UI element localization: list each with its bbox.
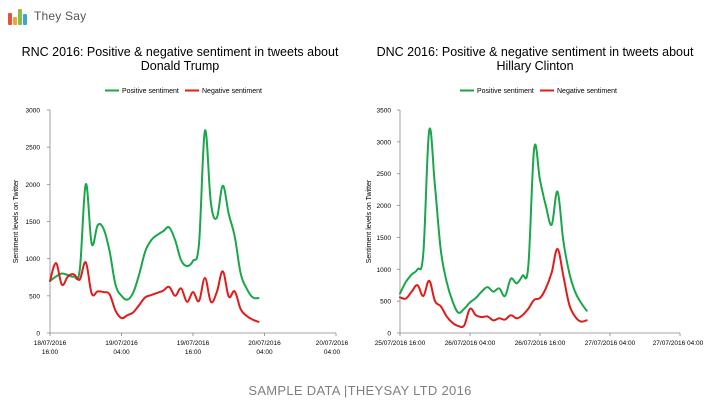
brand-logo: They Say (8, 6, 86, 26)
y-tick-label: 1500 (26, 219, 41, 226)
y-tick-label: 0 (36, 331, 40, 338)
legend-label-positive: Positive sentiment (122, 88, 179, 95)
x-tick-label: 04:00 (113, 349, 130, 356)
chart-title: Hillary Clinton (496, 59, 573, 73)
chart-title: Donald Trump (141, 59, 220, 73)
y-tick-label: 2000 (26, 182, 41, 189)
y-tick-label: 500 (380, 299, 391, 306)
y-tick-label: 2500 (26, 145, 41, 152)
x-tick-label: 16:00 (185, 349, 202, 356)
y-axis-label: Sentiment levels on Twitter (366, 179, 373, 263)
legend-label-negative: Negative sentiment (202, 88, 262, 95)
series-line-positive (49, 129, 260, 301)
x-tick-label: 18/07/2016 (34, 340, 67, 347)
y-tick-label: 3500 (377, 108, 392, 115)
x-tick-label: 27/07/2016 04:00 (653, 340, 704, 347)
y-tick-label: 3000 (26, 108, 41, 115)
chart-title: RNC 2016: Positive & negative sentiment … (22, 45, 339, 59)
y-tick-label: 1000 (26, 256, 41, 263)
chart-title: DNC 2016: Positive & negative sentiment … (377, 45, 694, 59)
y-axis-label: Sentiment levels on Twitter (13, 179, 20, 263)
y-tick-label: 2000 (377, 203, 392, 210)
x-tick-label: 19/07/2016 (105, 340, 138, 347)
x-tick-label: 26/07/2016 16:00 (515, 340, 566, 347)
y-tick-label: 1500 (377, 235, 392, 242)
y-tick-label: 0 (387, 331, 391, 338)
brand-name: They Say (34, 9, 87, 23)
y-tick-label: 3000 (377, 139, 392, 146)
x-tick-label: 26/07/2016 04:00 (445, 340, 496, 347)
footer-text: SAMPLE DATA |THEYSAY LTD 2016 (248, 383, 472, 398)
legend-label-positive: Positive sentiment (477, 88, 534, 95)
x-tick-label: 27/07/2016 04:00 (585, 340, 636, 347)
x-tick-label: 20/07/2016 (248, 340, 281, 347)
x-tick-label: 04:00 (324, 349, 341, 356)
series-line-negative (399, 247, 588, 329)
series-line-negative (49, 261, 260, 323)
x-tick-label: 20/07/2016 (316, 340, 349, 347)
chart-rnc: RNC 2016: Positive & negative sentiment … (13, 45, 349, 356)
x-tick-label: 25/07/2016 16:00 (375, 340, 426, 347)
chart-dnc: DNC 2016: Positive & negative sentiment … (366, 45, 704, 347)
y-tick-label: 500 (29, 293, 40, 300)
x-tick-label: 04:00 (256, 349, 273, 356)
logo-icon (8, 7, 30, 25)
x-tick-label: 16:00 (42, 349, 59, 356)
y-tick-label: 1000 (377, 267, 392, 274)
series-line-positive (399, 127, 588, 314)
y-tick-label: 2500 (377, 171, 392, 178)
x-tick-label: 19/07/2016 (177, 340, 210, 347)
legend-label-negative: Negative sentiment (557, 88, 617, 95)
